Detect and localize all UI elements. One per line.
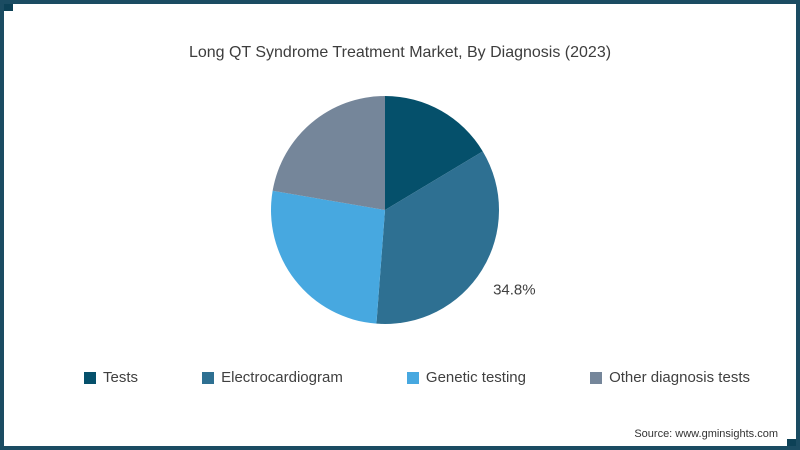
legend-item-genetic-testing: Genetic testing <box>406 369 526 387</box>
pie-slice-other-diagnosis-tests <box>272 96 385 210</box>
pie-chart <box>265 90 505 330</box>
corner-accent-top-left <box>4 4 13 11</box>
slice-data-label: 34.8% <box>493 281 536 299</box>
pie-slice-tests <box>385 96 483 210</box>
legend-label: Electrocardiogram <box>221 369 343 386</box>
legend-swatch <box>84 372 96 384</box>
legend-item-electrocardiogram: Electrocardiogram <box>202 369 343 387</box>
pie-slice-electrocardiogram <box>376 151 500 325</box>
legend-item-other-diagnosis-tests: Other diagnosis tests <box>590 369 750 387</box>
legend-swatch <box>590 372 603 384</box>
corner-accent-bottom-right <box>787 439 796 446</box>
source-text: Source: www.gminsights.com <box>634 428 778 440</box>
legend-swatch <box>406 372 419 384</box>
pie-svg <box>271 96 500 325</box>
chart-title: Long QT Syndrome Treatment Market, By Di… <box>188 44 612 61</box>
pie-slice-genetic-testing <box>271 190 385 324</box>
legend-item-tests: Tests <box>84 369 138 387</box>
legend-label: Tests <box>103 369 139 386</box>
legend-swatch <box>202 372 215 384</box>
legend: Tests Electrocardiogram Genetic testing … <box>84 369 750 387</box>
legend-label: Genetic testing <box>425 369 526 386</box>
legend-label: Other diagnosis tests <box>609 369 750 386</box>
